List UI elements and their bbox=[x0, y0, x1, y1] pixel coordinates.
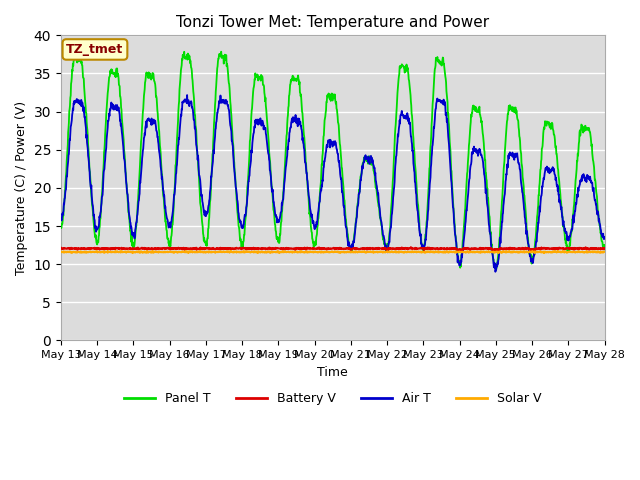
Text: TZ_tmet: TZ_tmet bbox=[67, 43, 124, 56]
Legend: Panel T, Battery V, Air T, Solar V: Panel T, Battery V, Air T, Solar V bbox=[119, 387, 547, 410]
Y-axis label: Temperature (C) / Power (V): Temperature (C) / Power (V) bbox=[15, 101, 28, 275]
Title: Tonzi Tower Met: Temperature and Power: Tonzi Tower Met: Temperature and Power bbox=[176, 15, 490, 30]
X-axis label: Time: Time bbox=[317, 366, 348, 379]
